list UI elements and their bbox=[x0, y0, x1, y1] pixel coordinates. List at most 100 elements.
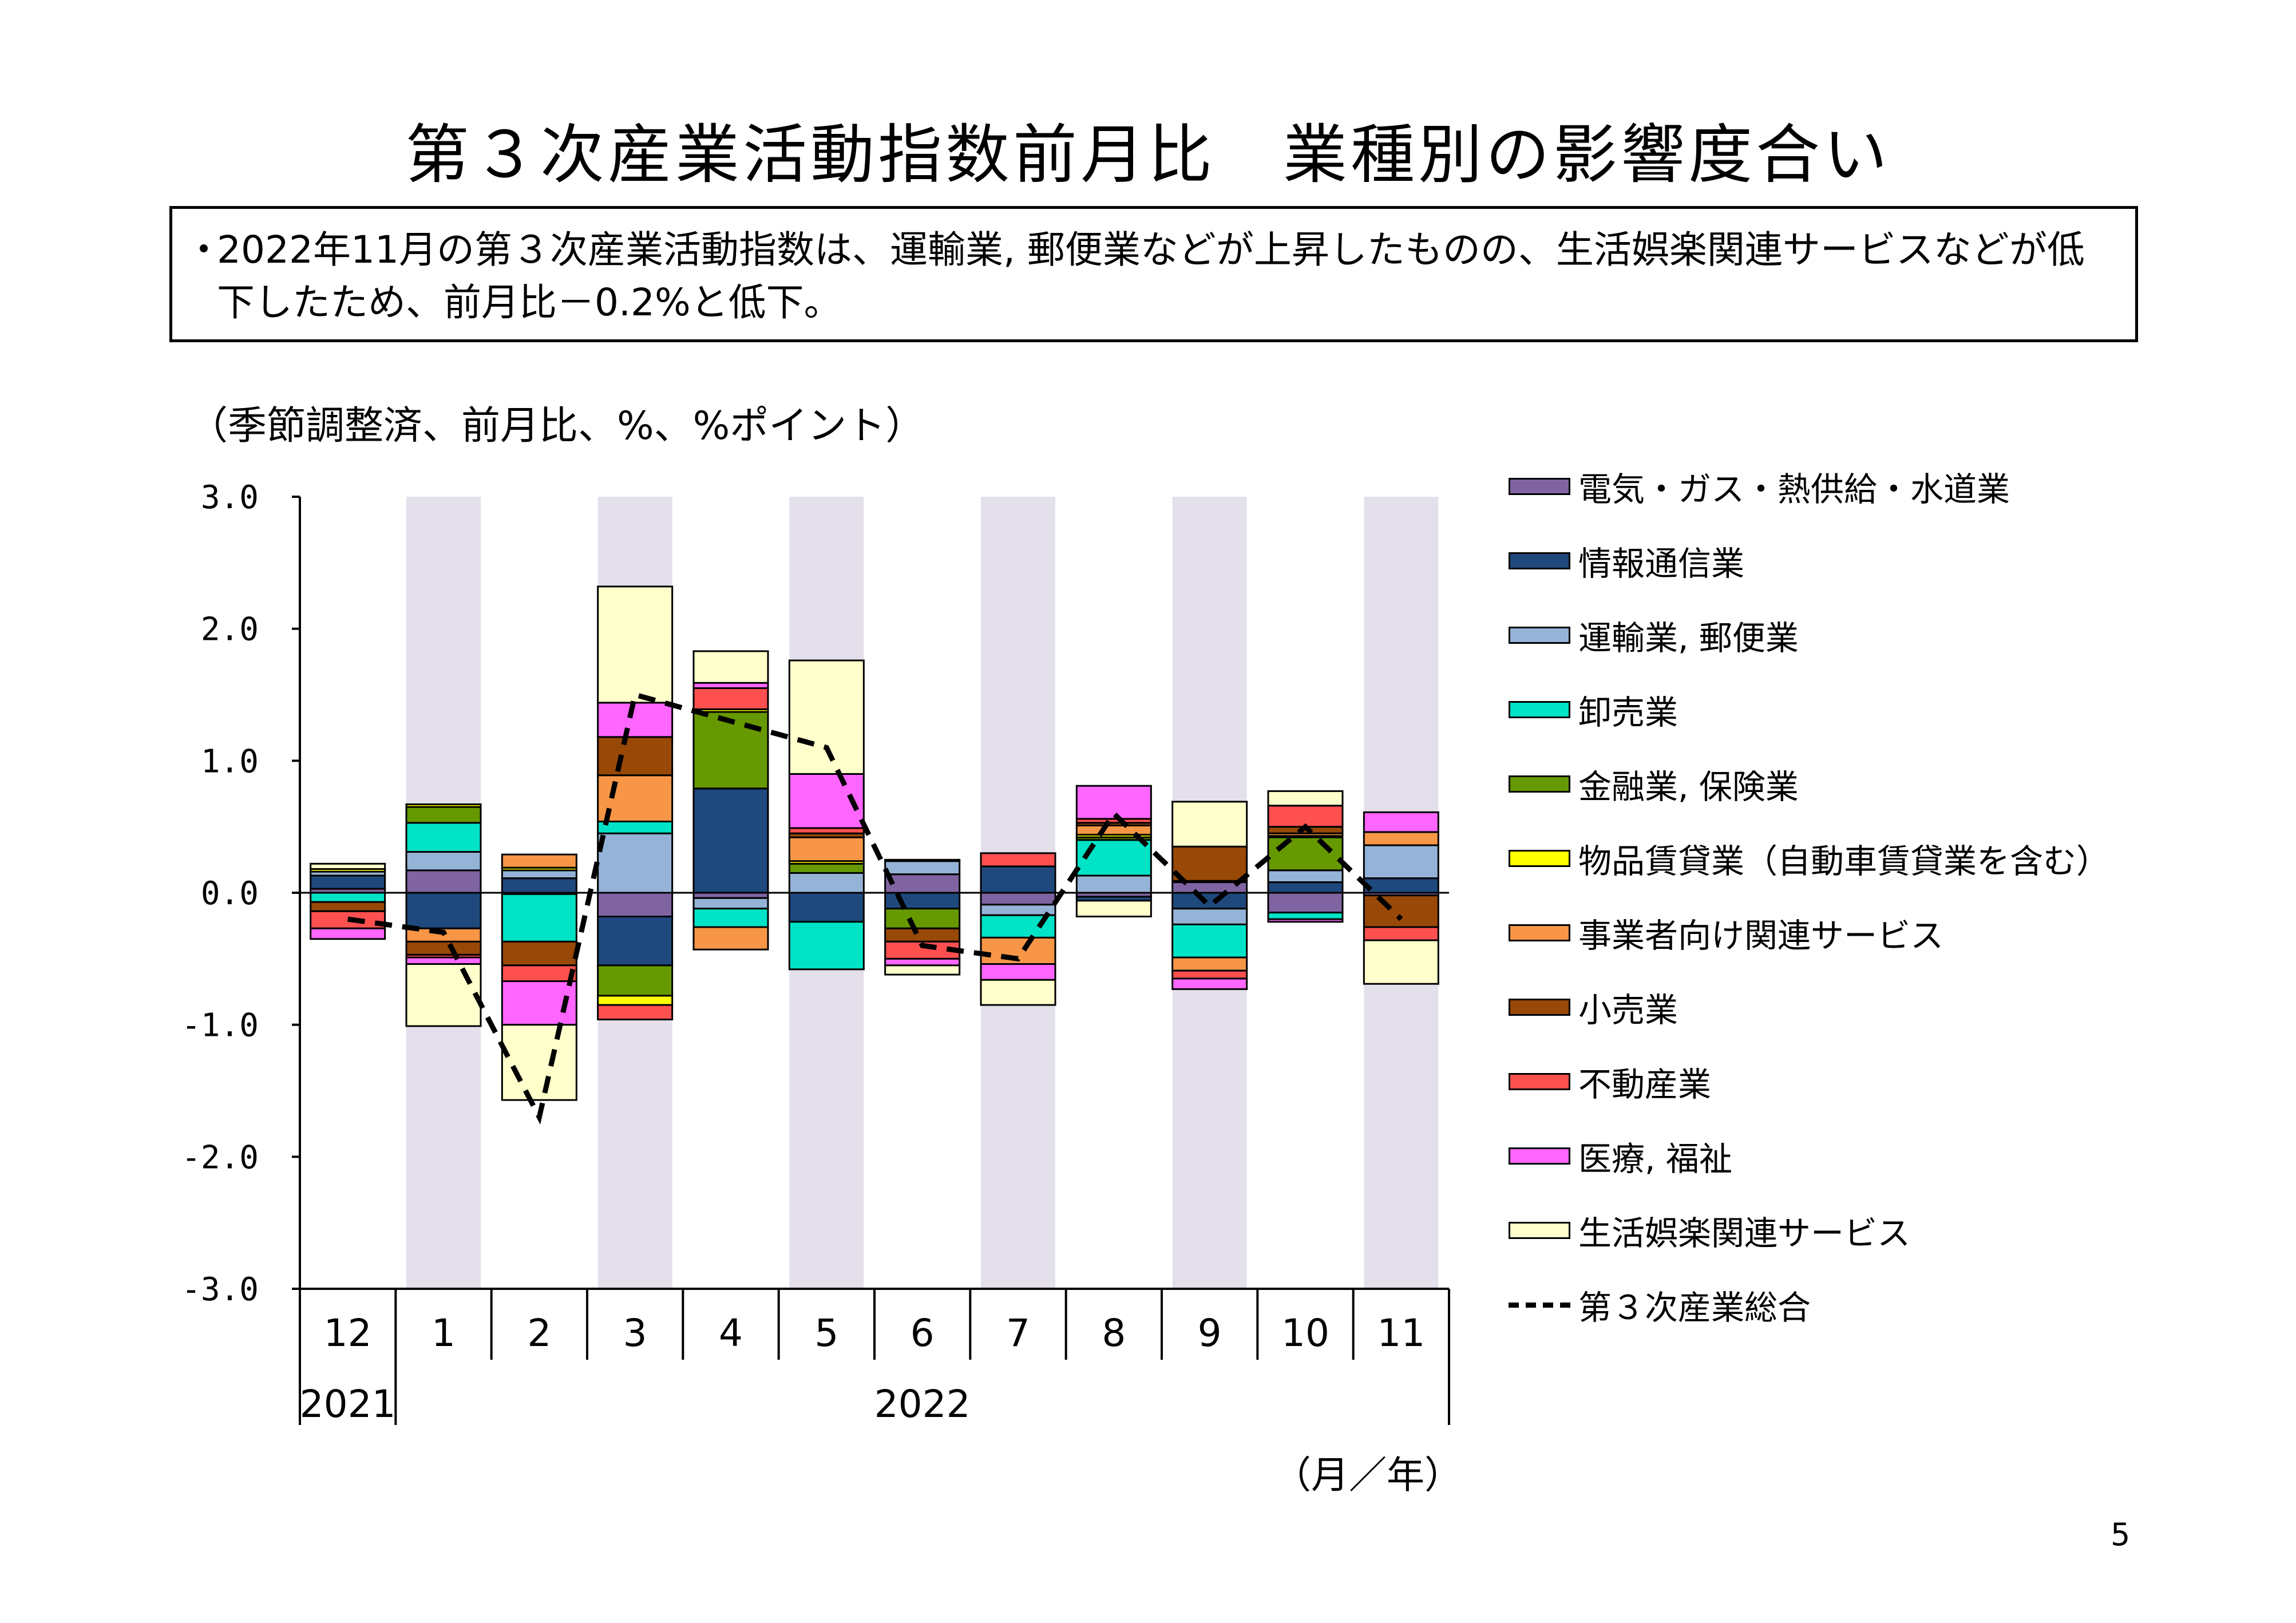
year-label: 2021 bbox=[300, 1382, 396, 1426]
bar-segment bbox=[405, 822, 482, 853]
bar-segment bbox=[980, 892, 1056, 906]
legend-label: 医療, 福祉 bbox=[1578, 1139, 1732, 1178]
bar-segment bbox=[1075, 785, 1152, 820]
x-tick-label: 7 bbox=[1006, 1311, 1030, 1355]
bar-segment bbox=[501, 964, 577, 983]
x-tick-label: 4 bbox=[719, 1311, 743, 1355]
bar-segment bbox=[692, 787, 769, 894]
bar-segment bbox=[1075, 839, 1152, 877]
bar-segment bbox=[788, 892, 865, 923]
y-tick-label: -3.0 bbox=[181, 1271, 259, 1308]
bar-segment bbox=[501, 940, 577, 967]
legend-item: 生活娯楽関連サービス bbox=[1509, 1208, 1910, 1253]
bar-segment bbox=[788, 872, 865, 894]
bar-segment bbox=[884, 957, 961, 967]
legend-label: 情報通信業 bbox=[1578, 544, 1745, 583]
legend-swatch bbox=[1509, 999, 1570, 1016]
summary-box: ・ 2022年11月の第３次産業活動指数は、運輸業, 郵便業などが上昇したものの… bbox=[169, 206, 2138, 342]
bar-segment bbox=[884, 908, 961, 929]
bar-segment bbox=[692, 650, 769, 684]
bar-segment bbox=[1171, 969, 1248, 980]
legend-swatch bbox=[1509, 1147, 1570, 1165]
legend-item: 運輸業, 郵便業 bbox=[1509, 612, 1799, 658]
bar-segment bbox=[310, 874, 386, 890]
y-tick-label: 1.0 bbox=[201, 743, 259, 780]
bar-segment bbox=[597, 1004, 674, 1020]
bar-segment bbox=[1171, 845, 1248, 882]
x-tick-label: 6 bbox=[911, 1311, 935, 1355]
bar-segment bbox=[1363, 831, 1439, 846]
legend-swatch bbox=[1509, 701, 1570, 718]
bar-segment bbox=[692, 926, 769, 951]
x-tick-label: 1 bbox=[432, 1311, 456, 1355]
bar-segment bbox=[501, 853, 577, 869]
bar-segment bbox=[1267, 836, 1344, 872]
legend-label: 電気・ガス・熱供給・水道業 bbox=[1578, 470, 2010, 509]
legend-swatch bbox=[1509, 552, 1570, 569]
legend-item: 電気・ガス・熱供給・水道業 bbox=[1509, 464, 2010, 509]
bar-segment bbox=[1075, 900, 1152, 918]
bar-segment bbox=[405, 963, 482, 1027]
y-tick-label: 2.0 bbox=[201, 611, 259, 648]
legend-swatch bbox=[1509, 627, 1570, 644]
bar-segment bbox=[1363, 926, 1439, 941]
bar-segment bbox=[980, 963, 1056, 981]
x-tick-label: 2 bbox=[527, 1311, 551, 1355]
total-line bbox=[347, 691, 1403, 1125]
bar-segment bbox=[884, 964, 961, 976]
bar-segment bbox=[1267, 805, 1344, 828]
year-label: 2022 bbox=[874, 1382, 971, 1426]
bar-segment bbox=[1267, 918, 1344, 923]
legend-item: 不動産業 bbox=[1509, 1059, 1711, 1105]
bar-segment bbox=[310, 901, 386, 912]
x-tick-label: 9 bbox=[1198, 1311, 1222, 1355]
bar-segment bbox=[501, 869, 577, 880]
bar-segment bbox=[692, 687, 769, 710]
bar-segment bbox=[597, 585, 674, 704]
bullet-mark: ・ bbox=[185, 228, 223, 272]
bar-segment bbox=[884, 860, 961, 876]
bar-segment bbox=[980, 979, 1056, 1006]
bar-segment bbox=[405, 806, 482, 824]
y-tick-label: 0.0 bbox=[201, 875, 259, 912]
x-tick-label: 8 bbox=[1102, 1311, 1126, 1355]
bar-segment bbox=[405, 940, 482, 956]
legend-label: 第３次産業総合 bbox=[1578, 1288, 1811, 1327]
bar-segment bbox=[310, 892, 386, 903]
legend-item: 物品賃貸業（自動車賃貸業を含む） bbox=[1509, 836, 2109, 881]
legend-label: 事業者向け関連サービス bbox=[1578, 916, 1944, 955]
legend-item: 事業者向け関連サービス bbox=[1509, 910, 1943, 956]
x-unit-label: （月／年） bbox=[1273, 1453, 1462, 1497]
bar-segment bbox=[884, 927, 961, 943]
x-tick-label: 3 bbox=[623, 1311, 647, 1355]
bar-segment bbox=[1267, 912, 1344, 920]
bar-segment bbox=[1267, 869, 1344, 884]
bar-segment bbox=[405, 956, 482, 965]
bar-segment bbox=[980, 852, 1056, 868]
bar-segment bbox=[692, 897, 769, 910]
bar-segment bbox=[1075, 824, 1152, 836]
bar-segment bbox=[597, 832, 674, 894]
bar-segment bbox=[597, 916, 674, 967]
legend-item: 卸売業 bbox=[1509, 687, 1678, 733]
legend-label: 生活娯楽関連サービス bbox=[1578, 1214, 1911, 1253]
bar-segment bbox=[597, 964, 674, 997]
legend-swatch bbox=[1509, 850, 1570, 867]
legend-item: 金融業, 保険業 bbox=[1509, 761, 1799, 807]
bar-segment bbox=[597, 820, 674, 834]
legend-label: 物品賃貸業（自動車賃貸業を含む） bbox=[1578, 842, 2110, 881]
bar-segment bbox=[1171, 977, 1248, 990]
x-tick-label: 11 bbox=[1377, 1311, 1425, 1355]
bar-segment bbox=[1363, 844, 1439, 880]
legend-item: 医療, 福祉 bbox=[1509, 1133, 1732, 1179]
bar-segment bbox=[597, 702, 674, 738]
legend-item: 第３次産業総合 bbox=[1509, 1282, 1811, 1328]
x-tick-label: 5 bbox=[814, 1311, 838, 1355]
legend-swatch bbox=[1509, 775, 1570, 793]
legend-swatch bbox=[1509, 924, 1570, 941]
bar-segment bbox=[501, 1024, 577, 1101]
y-tick-label: -2.0 bbox=[181, 1139, 259, 1176]
bar-segment bbox=[1363, 877, 1439, 894]
bar-segment bbox=[310, 862, 386, 870]
